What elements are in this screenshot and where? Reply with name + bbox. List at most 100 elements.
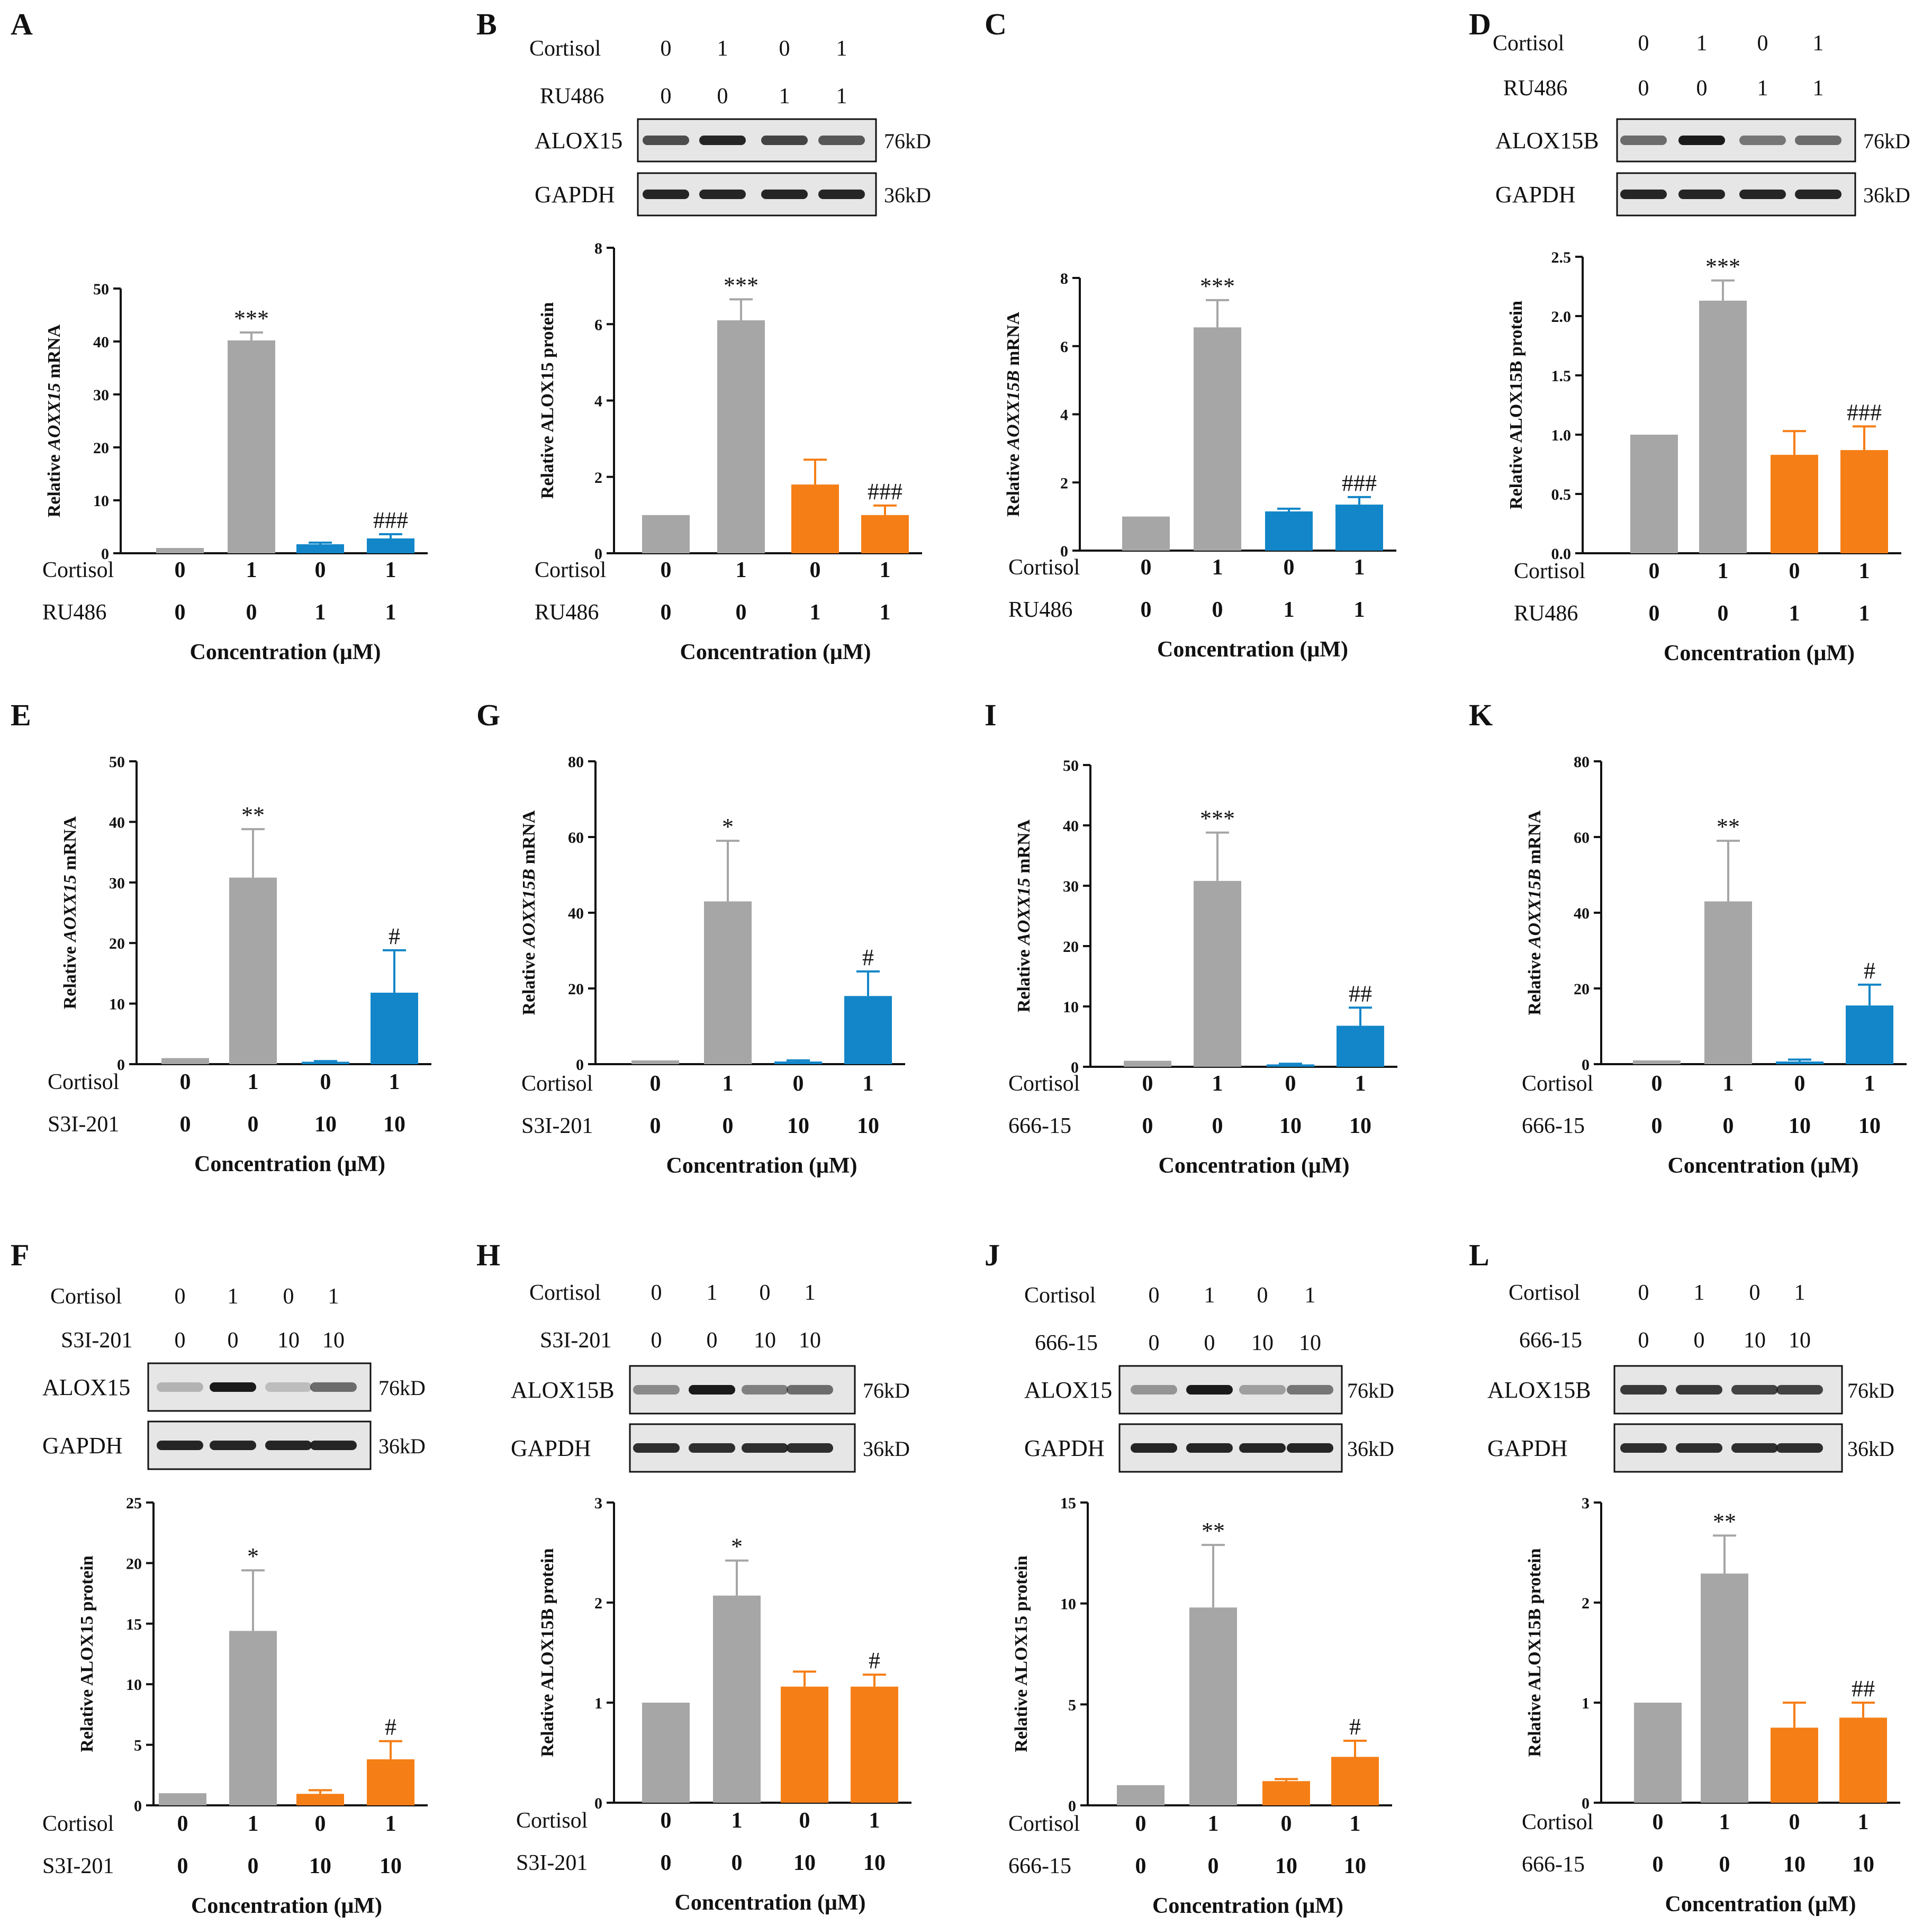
y-axis-label: Relative ALOX15 protein — [1012, 1555, 1031, 1752]
x-axis-label: Concentration (μM) — [675, 1891, 866, 1915]
y-tick-label: 1 — [1582, 1695, 1590, 1712]
bar — [1122, 516, 1170, 551]
y-axis-label: Relative ALOX15B protein — [1506, 301, 1526, 509]
blot-row-label: RU486 — [1503, 76, 1567, 101]
condition-value: 0 — [1719, 1852, 1730, 1877]
y-axis-label-gene: AOXX15 — [60, 875, 80, 943]
y-tick-label: 20 — [93, 439, 109, 457]
bar — [791, 484, 839, 553]
blot-row-label: Cortisol — [1509, 1281, 1580, 1305]
y-tick-label: 5 — [134, 1737, 142, 1755]
y-axis-label-part: Relative ALOX15 protein — [1012, 1555, 1031, 1752]
condition-value: 10 — [863, 1851, 886, 1875]
blot-lane-value: 1 — [836, 84, 847, 109]
band-size-label: 76kD — [378, 1376, 426, 1400]
condition-row-label: Cortisol — [521, 1072, 593, 1096]
blot-lane-value: 0 — [1757, 31, 1768, 56]
band-name-label: GAPDH — [511, 1435, 591, 1461]
band-name-label: ALOX15B — [1495, 128, 1599, 154]
y-tick-label: 20 — [109, 935, 125, 952]
bar — [1124, 1060, 1171, 1067]
x-axis-label: Concentration (μM) — [190, 640, 381, 664]
y-tick-label: 10 — [1060, 1596, 1076, 1613]
bar — [631, 1060, 679, 1064]
condition-value: 0 — [810, 558, 821, 582]
band-name-label: ALOX15 — [1024, 1377, 1112, 1403]
blot-row-label: Cortisol — [529, 37, 601, 61]
bar — [1846, 1005, 1893, 1064]
protein-band — [1731, 1443, 1778, 1453]
significance-label: *** — [724, 272, 759, 298]
protein-band — [1620, 1443, 1667, 1453]
significance-label: ** — [1713, 1508, 1736, 1534]
y-tick-label: 4 — [594, 393, 602, 410]
bar — [367, 1759, 414, 1805]
protein-band — [1186, 1385, 1233, 1395]
y-tick-label: 40 — [1063, 817, 1079, 835]
condition-value: 0 — [1135, 1812, 1146, 1836]
protein-band — [1676, 1385, 1722, 1395]
condition-value: 1 — [1208, 1812, 1219, 1836]
y-tick-label: 30 — [109, 875, 125, 892]
y-tick-label: 2 — [1060, 474, 1068, 492]
condition-value: 10 — [1344, 1854, 1366, 1878]
y-tick-label: 10 — [109, 996, 125, 1013]
protein-band — [1776, 1385, 1823, 1395]
band-name-label: ALOX15 — [42, 1374, 130, 1400]
blot-lane-value: 10 — [1299, 1331, 1321, 1355]
bar — [229, 877, 277, 1064]
x-axis-label: Concentration (μM) — [680, 640, 871, 664]
bar — [1839, 1717, 1887, 1803]
bar — [844, 996, 892, 1064]
y-tick-label: 6 — [1060, 338, 1068, 356]
blot-lane-value: 1 — [228, 1284, 239, 1309]
y-tick-label: 40 — [568, 905, 584, 922]
band-name-label: ALOX15B — [511, 1377, 615, 1403]
bar — [1194, 880, 1241, 1067]
condition-value: 0 — [793, 1072, 804, 1096]
y-tick-label: 40 — [93, 334, 109, 351]
bar — [713, 1595, 761, 1803]
condition-value: 1 — [1350, 1812, 1361, 1836]
condition-value: 1 — [1858, 1810, 1869, 1834]
y-tick-label: 10 — [126, 1676, 142, 1694]
condition-row-label: Cortisol — [1008, 1812, 1080, 1836]
y-tick-label: 0 — [117, 1056, 125, 1074]
y-tick-label: 0 — [1060, 543, 1068, 560]
blot-row-label: S3I-201 — [61, 1328, 132, 1353]
band-name-label: GAPDH — [1487, 1435, 1568, 1461]
blot-lane-value: 1 — [1204, 1283, 1215, 1308]
blot-lane-value: 10 — [754, 1328, 776, 1353]
y-tick-label: 20 — [568, 981, 584, 998]
bar — [1701, 1573, 1748, 1803]
y-tick-label: 0 — [594, 545, 602, 563]
bar — [717, 320, 765, 553]
significance-label: ### — [373, 507, 408, 533]
protein-band — [157, 1382, 203, 1392]
protein-band — [1620, 1385, 1667, 1395]
y-tick-label: 40 — [109, 814, 125, 831]
condition-value: 10 — [1858, 1114, 1881, 1138]
protein-band — [633, 1443, 680, 1453]
condition-value: 1 — [1719, 1810, 1730, 1834]
y-axis-label: Relative AOXX15B mRNA — [519, 810, 539, 1015]
condition-value: 0 — [177, 1812, 188, 1836]
panel-letter-d: D — [1469, 7, 1491, 41]
y-tick-label: 50 — [1063, 757, 1079, 775]
protein-band — [1795, 190, 1841, 199]
protein-band — [210, 1382, 256, 1392]
y-axis-label-part: Relative ALOX15 protein — [538, 302, 557, 499]
y-tick-label: 0 — [1068, 1797, 1076, 1815]
y-tick-label: 1.0 — [1551, 427, 1572, 444]
y-axis-label-gene: AOXX15B — [1004, 370, 1023, 450]
condition-value: 10 — [1789, 1114, 1811, 1138]
condition-value: 1 — [1284, 598, 1295, 622]
x-axis-label: Concentration (μM) — [1152, 1894, 1343, 1918]
y-axis-label: Relative AOXX15 mRNA — [1014, 819, 1034, 1012]
bar — [1335, 505, 1383, 551]
condition-value: 0 — [248, 1854, 259, 1878]
y-tick-label: 20 — [126, 1555, 142, 1572]
condition-value: 1 — [723, 1072, 734, 1096]
x-axis-label: Concentration (μM) — [1668, 1154, 1859, 1178]
condition-row-label: 666-15 — [1522, 1852, 1585, 1877]
